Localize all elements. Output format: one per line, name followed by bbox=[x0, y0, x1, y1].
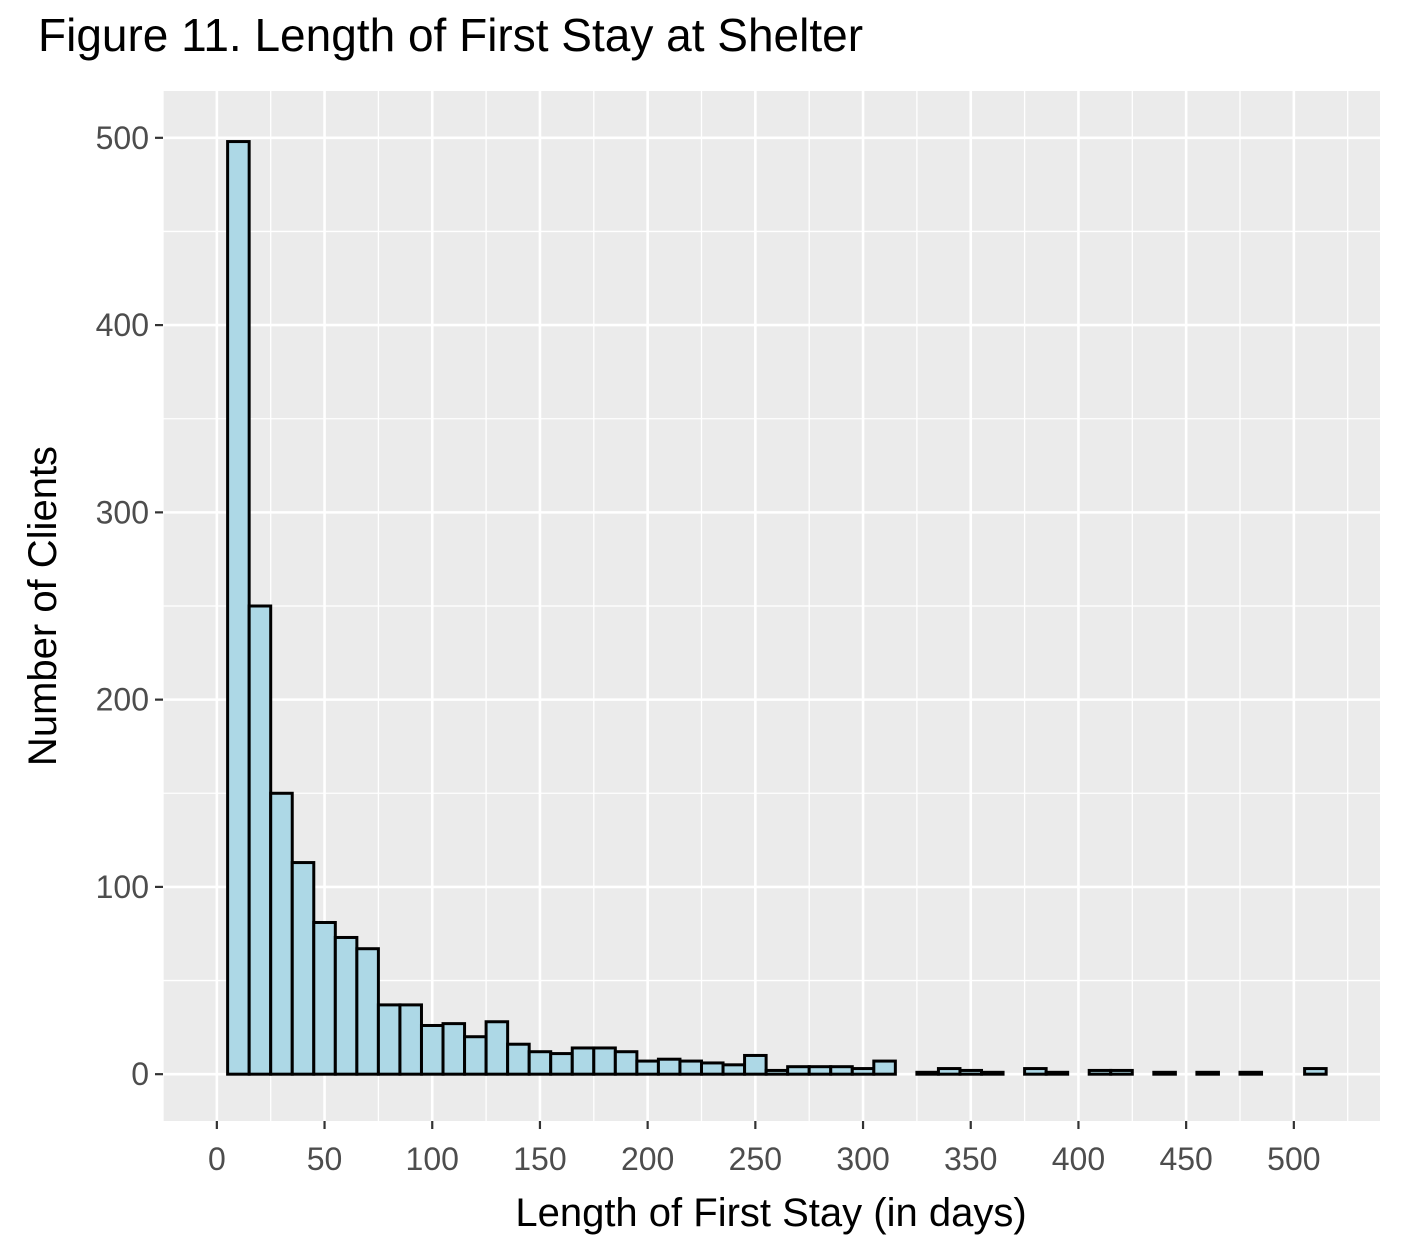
histogram-bar bbox=[226, 140, 251, 1076]
y-tick-label: 200 bbox=[96, 682, 149, 718]
histogram-bar bbox=[1044, 1070, 1070, 1076]
x-tick-label: 500 bbox=[1267, 1141, 1320, 1177]
histogram-bar bbox=[678, 1059, 703, 1076]
histogram-bar bbox=[915, 1070, 940, 1076]
y-tick-label: 300 bbox=[96, 494, 149, 530]
histogram-bar bbox=[1109, 1068, 1134, 1076]
histogram-bar bbox=[419, 1023, 445, 1076]
x-tick-label: 0 bbox=[208, 1141, 226, 1177]
y-axis: 0 100 200 300 400 500 bbox=[96, 120, 163, 1092]
histogram-bar bbox=[850, 1067, 876, 1076]
histogram-bar bbox=[613, 1050, 639, 1076]
histogram-bar bbox=[786, 1065, 811, 1076]
histogram-bar bbox=[376, 1003, 402, 1076]
x-tick-label: 100 bbox=[406, 1141, 459, 1177]
histogram-bar bbox=[699, 1061, 725, 1076]
histogram-bar bbox=[527, 1050, 553, 1076]
y-axis-title: Number of Clients bbox=[21, 446, 65, 766]
x-tick-label: 50 bbox=[307, 1141, 343, 1177]
histogram-bar bbox=[635, 1059, 660, 1076]
histogram-bar bbox=[936, 1067, 962, 1076]
histogram-bars bbox=[226, 140, 1328, 1076]
histogram-bar bbox=[290, 861, 316, 1076]
y-tick-label: 100 bbox=[96, 869, 149, 905]
histogram-bar bbox=[312, 920, 337, 1076]
histogram-bar bbox=[1023, 1067, 1048, 1076]
y-tick-label: 500 bbox=[96, 120, 149, 156]
histogram-bar bbox=[764, 1068, 790, 1076]
minor-gridlines bbox=[162, 91, 1380, 1121]
histogram-bar bbox=[721, 1063, 747, 1076]
histogram-bar bbox=[743, 1053, 768, 1076]
histogram-bar bbox=[872, 1059, 897, 1076]
y-tick-label: 400 bbox=[96, 307, 149, 343]
y-tick-label: 0 bbox=[131, 1056, 149, 1092]
histogram-bar bbox=[1087, 1068, 1113, 1076]
x-tick-label: 250 bbox=[729, 1141, 782, 1177]
histogram-bar bbox=[656, 1057, 682, 1076]
histogram-bar bbox=[441, 1022, 467, 1076]
histogram-bar bbox=[807, 1065, 833, 1076]
histogram-bar bbox=[333, 935, 359, 1076]
chart-title: Figure 11. Length of First Stay at Shelt… bbox=[38, 9, 864, 61]
histogram-bar bbox=[958, 1068, 984, 1076]
histogram-bar bbox=[269, 791, 294, 1076]
histogram-bar bbox=[355, 947, 380, 1076]
histogram-bar bbox=[1195, 1070, 1220, 1076]
x-tick-label: 200 bbox=[621, 1141, 674, 1177]
histogram-bar bbox=[592, 1046, 617, 1076]
histogram-bar bbox=[398, 1003, 423, 1076]
x-tick-label: 350 bbox=[944, 1141, 997, 1177]
x-tick-label: 400 bbox=[1052, 1141, 1105, 1177]
x-tick-label: 150 bbox=[513, 1141, 566, 1177]
x-tick-label: 300 bbox=[836, 1141, 889, 1177]
histogram-bar bbox=[247, 604, 273, 1076]
histogram-bar bbox=[484, 1020, 510, 1076]
x-tick-label: 450 bbox=[1159, 1141, 1212, 1177]
major-gridlines bbox=[163, 91, 1380, 1121]
histogram-bar bbox=[829, 1065, 854, 1076]
histogram-bar bbox=[506, 1042, 531, 1076]
histogram-bar bbox=[549, 1052, 574, 1076]
x-axis-title: Length of First Stay (in days) bbox=[515, 1191, 1026, 1235]
histogram-bar bbox=[980, 1070, 1005, 1076]
histogram-bar bbox=[463, 1035, 488, 1076]
histogram-bar bbox=[1238, 1070, 1264, 1076]
histogram-bar bbox=[1303, 1067, 1328, 1076]
histogram-bar bbox=[570, 1046, 596, 1076]
x-axis: 0 50 100 150 200 250 300 350 400 450 500 bbox=[208, 1121, 1321, 1177]
histogram-bar bbox=[1152, 1070, 1177, 1076]
